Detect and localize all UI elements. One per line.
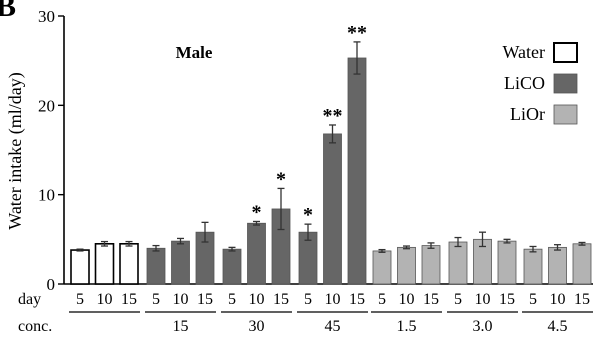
- day-tick-label: 15: [273, 291, 289, 308]
- legend-label: Water: [502, 42, 545, 62]
- bar: [397, 246, 416, 285]
- significance-mark: **: [347, 22, 367, 44]
- conc-tick-label: 45: [325, 318, 341, 335]
- day-tick-label: 5: [76, 291, 84, 308]
- bar: [323, 133, 342, 285]
- day-tick-label: 15: [121, 291, 137, 308]
- conc-tick-label: 1.5: [397, 318, 417, 335]
- y-tick-label: 30: [38, 7, 55, 26]
- y-tick-label: 0: [47, 275, 56, 294]
- bar: [497, 240, 517, 285]
- legend-label: LiOr: [510, 104, 545, 124]
- conc-tick-label: 15: [173, 318, 189, 335]
- significance-mark: *: [276, 168, 286, 190]
- bar: [94, 243, 115, 285]
- y-tick-label: 20: [38, 96, 55, 115]
- y-tick-label: 10: [38, 186, 55, 205]
- significance-mark: *: [303, 204, 313, 226]
- conc-tick-label: 30: [249, 318, 265, 335]
- conc-tick-label: 4.5: [548, 318, 568, 335]
- day-tick-label: 5: [304, 291, 312, 308]
- day-tick-label: 10: [550, 291, 566, 308]
- bar: [222, 248, 242, 285]
- day-tick-label: 5: [529, 291, 537, 308]
- day-tick-label: 5: [228, 291, 236, 308]
- day-tick-label: 15: [499, 291, 515, 308]
- legend: Water LiCO LiOr: [502, 42, 578, 125]
- day-row-label: day: [18, 291, 41, 308]
- day-tick-label: 5: [454, 291, 462, 308]
- significance-mark: *: [252, 201, 262, 223]
- significance-mark: **: [323, 105, 343, 127]
- chart-title: Male: [176, 43, 213, 62]
- bar: [523, 248, 543, 285]
- bar: [247, 222, 266, 285]
- bar: [572, 243, 592, 285]
- day-tick-label: 10: [475, 291, 491, 308]
- legend-swatch: [553, 104, 578, 125]
- day-tick-label: 15: [197, 291, 213, 308]
- legend-label: LiCO: [504, 73, 545, 93]
- panel-letter: B: [0, 0, 16, 23]
- day-tick-label: 10: [249, 291, 265, 308]
- bar: [372, 250, 392, 285]
- legend-swatch: [553, 73, 578, 94]
- bar: [548, 246, 567, 285]
- day-tick-label: 5: [378, 291, 386, 308]
- conc-tick-label: 3.0: [473, 318, 493, 335]
- legend-swatch: [553, 42, 578, 63]
- conc-row-label: conc.: [18, 318, 52, 335]
- day-tick-label: 10: [173, 291, 189, 308]
- day-tick-label: 10: [399, 291, 415, 308]
- bar: [448, 241, 468, 285]
- day-tick-label: 5: [152, 291, 160, 308]
- bar: [171, 240, 190, 285]
- category-labels: 5 10 15 5 10 15 15 5 10 15 30 5 10 15 45 5 10 15 1.5 5 10 15 3…: [69, 291, 593, 335]
- day-tick-label: 15: [349, 291, 365, 308]
- bars: *******: [70, 22, 592, 285]
- day-tick-label: 10: [325, 291, 341, 308]
- day-tick-label: 15: [574, 291, 590, 308]
- day-tick-label: 15: [423, 291, 439, 308]
- bar: [119, 243, 139, 285]
- y-axis-label: Water intake (ml/day): [5, 72, 26, 229]
- day-tick-label: 10: [97, 291, 113, 308]
- bar: [70, 249, 90, 285]
- bar: [347, 57, 367, 285]
- bar: [421, 245, 441, 285]
- bar: [146, 247, 166, 285]
